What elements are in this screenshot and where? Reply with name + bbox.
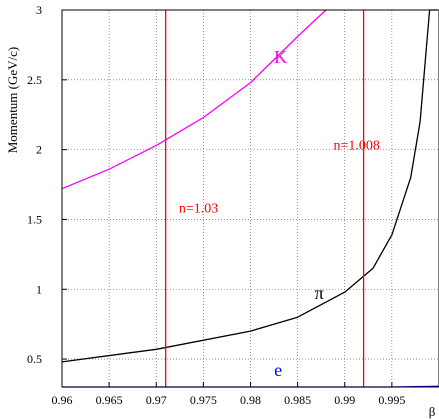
y-tick-label: 2.5 (27, 73, 42, 87)
series-line-K (61, 9, 327, 190)
y-axis-label: Momentum (GeV/c) (5, 47, 20, 154)
y-tick-label: 2 (36, 143, 42, 157)
x-axis-label: β (429, 404, 436, 419)
data-label: π (315, 283, 324, 303)
x-tick-label: 0.985 (284, 393, 311, 407)
data-label: K (274, 47, 287, 67)
x-tick-label: 0.975 (190, 393, 217, 407)
x-tick-label: 0.965 (96, 393, 123, 407)
x-tick-label: 0.98 (240, 393, 261, 407)
data-label: e (274, 360, 282, 380)
y-tick-label: 0.5 (27, 352, 42, 366)
ticks: 0.96 0.965 0.97 0.975 0.98 0.985 0.99 0.995 0.5 1… (27, 3, 405, 407)
x-tick-label: 0.995 (378, 393, 405, 407)
data-label: n=1.008 (333, 139, 379, 154)
x-tick-label: 0.97 (146, 393, 167, 407)
x-tick-label: 0.96 (52, 393, 73, 407)
y-tick-label: 1.5 (27, 212, 42, 226)
x-tick-label: 0.99 (334, 393, 355, 407)
data-label: n=1.03 (179, 201, 218, 216)
threshold-lines (165, 10, 365, 387)
y-tick-label: 3 (36, 3, 42, 17)
y-tick-label: 1 (36, 282, 42, 296)
annotations: Kπ e n=1.03 n=1.008 (179, 47, 380, 380)
